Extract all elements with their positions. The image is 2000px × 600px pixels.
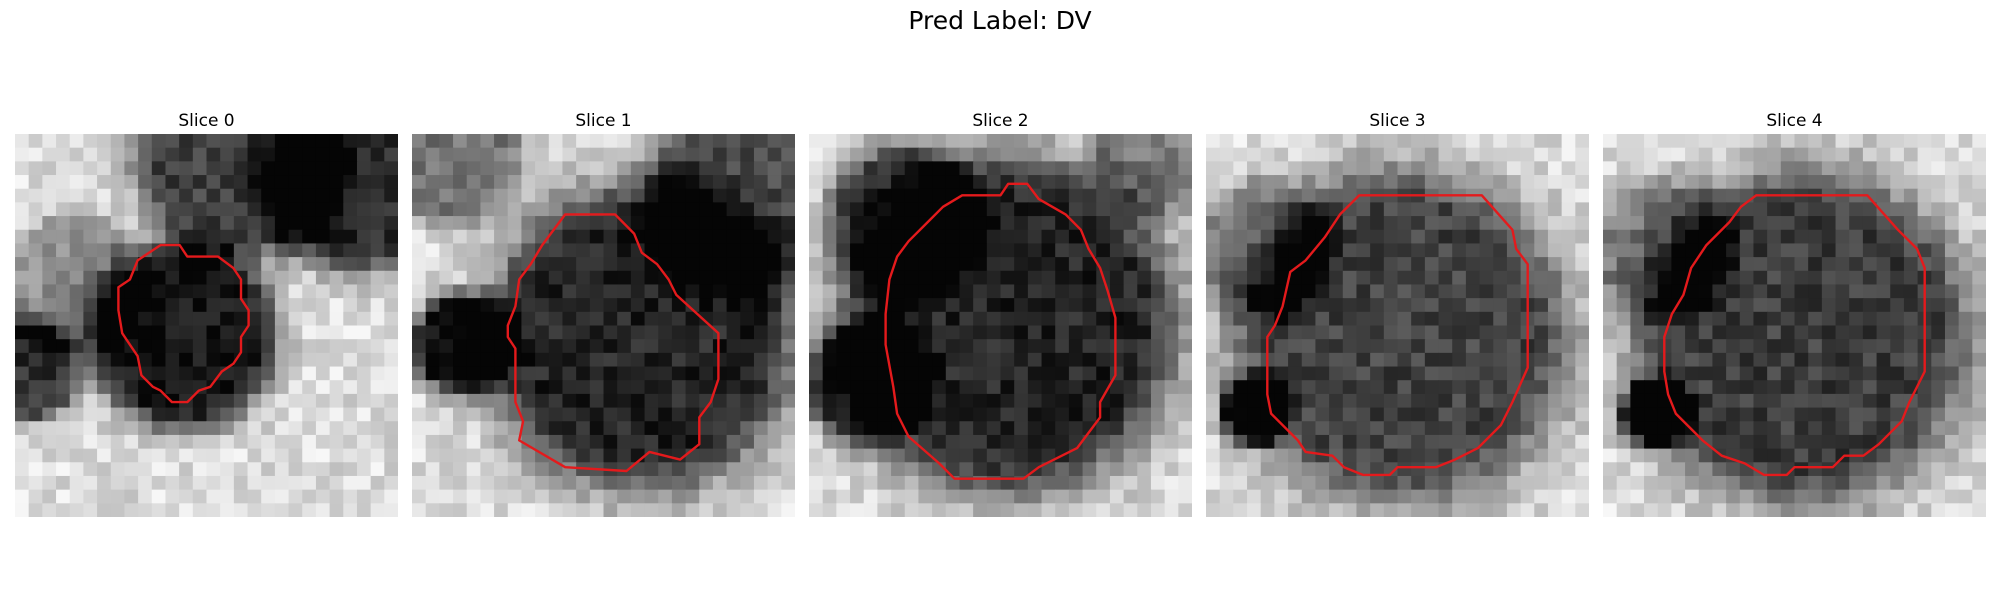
slice-title: Slice 4: [1766, 111, 1823, 131]
segmentation-contour: [1266, 194, 1529, 477]
slice-title: Slice 3: [1369, 111, 1426, 131]
slice-panel-4: Slice 4: [1603, 110, 1986, 517]
slice-panel-1: Slice 1: [412, 110, 795, 517]
slice-title: Slice 1: [575, 111, 632, 131]
slice-title: Slice 0: [178, 111, 235, 131]
pixel-grid: [1206, 134, 1589, 517]
segmentation-contour: [1663, 194, 1926, 477]
slice-image: [15, 134, 398, 517]
figure-title: Pred Label: DV: [908, 6, 1092, 35]
slice-title: Slice 2: [972, 111, 1029, 131]
segmentation-contour: [117, 243, 250, 404]
slice-image: [1603, 134, 1986, 517]
slice-image: [809, 134, 1192, 517]
slice-panel-3: Slice 3: [1206, 110, 1589, 517]
pixel-grid: [1603, 134, 1986, 517]
pixel-grid: [15, 134, 398, 517]
segmentation-contour: [884, 182, 1117, 480]
slice-image: [412, 134, 795, 517]
slice-image: [1206, 134, 1589, 517]
segmentation-contour: [506, 213, 720, 473]
pixel-grid: [809, 134, 1192, 517]
slice-panel-0: Slice 0: [15, 110, 398, 517]
slice-panel-2: Slice 2: [809, 110, 1192, 517]
pixel-grid: [412, 134, 795, 517]
